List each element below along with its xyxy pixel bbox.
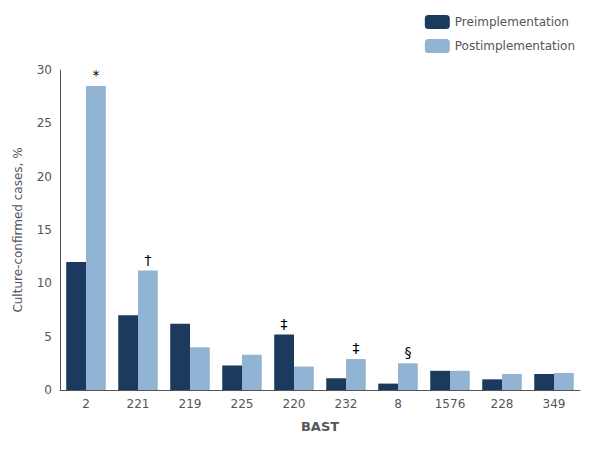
svg-text:*: *: [92, 67, 99, 83]
svg-text:BAST: BAST: [301, 419, 339, 434]
svg-text:225: 225: [231, 397, 254, 411]
svg-text:219: 219: [179, 397, 202, 411]
svg-text:Culture-confirmed cases, %: Culture-confirmed cases, %: [11, 147, 25, 312]
svg-text:20: 20: [37, 170, 52, 184]
svg-text:Postimplementation: Postimplementation: [455, 39, 575, 53]
svg-text:0: 0: [44, 383, 52, 397]
svg-text:221: 221: [127, 397, 150, 411]
svg-text:Preimplementation: Preimplementation: [455, 15, 569, 29]
svg-text:15: 15: [37, 223, 52, 237]
svg-text:‡: ‡: [281, 316, 288, 332]
svg-text:25: 25: [37, 116, 52, 130]
svg-text:†: †: [144, 252, 151, 268]
svg-text:30: 30: [37, 63, 52, 77]
svg-text:220: 220: [283, 397, 306, 411]
svg-text:1576: 1576: [435, 397, 466, 411]
svg-text:349: 349: [543, 397, 566, 411]
svg-text:§: §: [404, 344, 411, 360]
svg-text:232: 232: [335, 397, 358, 411]
svg-text:8: 8: [394, 397, 402, 411]
svg-text:‡: ‡: [352, 340, 359, 356]
svg-text:228: 228: [491, 397, 514, 411]
svg-text:5: 5: [44, 330, 52, 344]
svg-text:10: 10: [37, 276, 52, 290]
svg-text:2: 2: [82, 397, 90, 411]
